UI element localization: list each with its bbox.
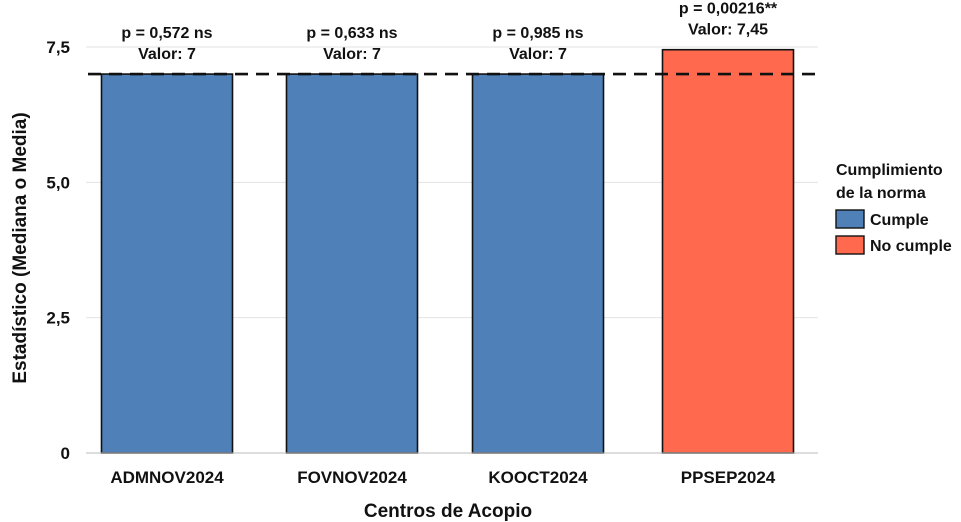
legend-label: No cumple [870,238,952,255]
bar-annotations: p = 0,572 ns Valor: 7 p = 0,633 ns Valor: 7… [121,1,778,63]
legend-label: Cumple [870,212,929,229]
y-axis-title: Estadístico (Mediana o Media) [10,112,31,383]
y-tick-label: 2,5 [46,309,70,328]
value-label: Valor: 7 [138,46,196,63]
value-label: Valor: 7 [509,46,567,63]
bars [100,48,795,454]
value-label: Valor: 7 [323,46,381,63]
x-tick-label: KOOCT2024 [488,468,588,487]
p-value-label: p = 0,985 ns [492,25,583,42]
p-value-label: p = 0,572 ns [121,25,212,42]
legend-title: Cumplimiento [836,162,943,179]
legend-swatch [835,235,865,255]
axes: 0 2,5 5,0 7,5 ADMNOV2024 FOVNOV2024 KOOCT2024 P… [46,38,818,487]
y-tick-label: 5,0 [46,173,70,192]
x-tick-label: ADMNOV2024 [110,468,224,487]
p-value-label: p = 0,00216** [679,1,778,18]
p-value-label: p = 0,633 ns [306,25,397,42]
bar-ppsep2024 [661,48,795,454]
x-axis-title: Centros de Acopio [364,501,532,522]
bar-fovnov2024 [285,73,419,454]
x-tick-label: FOVNOV2024 [297,468,407,487]
legend-title: de la norma [836,185,926,202]
bar-kooct2024 [471,73,605,454]
legend-swatch [835,209,865,229]
value-label: Valor: 7,45 [688,22,768,39]
bar-admnov2024 [100,73,234,454]
legend: Cumplimiento de la norma Cumple No cumple [835,162,952,255]
x-tick-label: PPSEP2024 [681,468,776,487]
y-tick-label: 0 [61,444,70,463]
y-tick-label: 7,5 [46,38,70,57]
